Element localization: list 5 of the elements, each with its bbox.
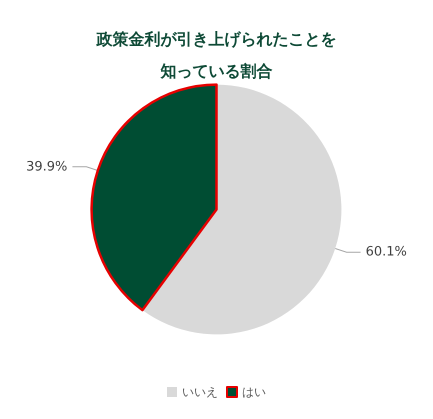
chart-title: 政策金利が引き上げられたことを知っている割合	[96, 30, 336, 80]
data-label: 39.9%	[26, 159, 68, 174]
legend-label: はい	[242, 385, 266, 399]
data-label: 60.1%	[366, 244, 407, 260]
legend-label: いいえ	[182, 385, 218, 399]
